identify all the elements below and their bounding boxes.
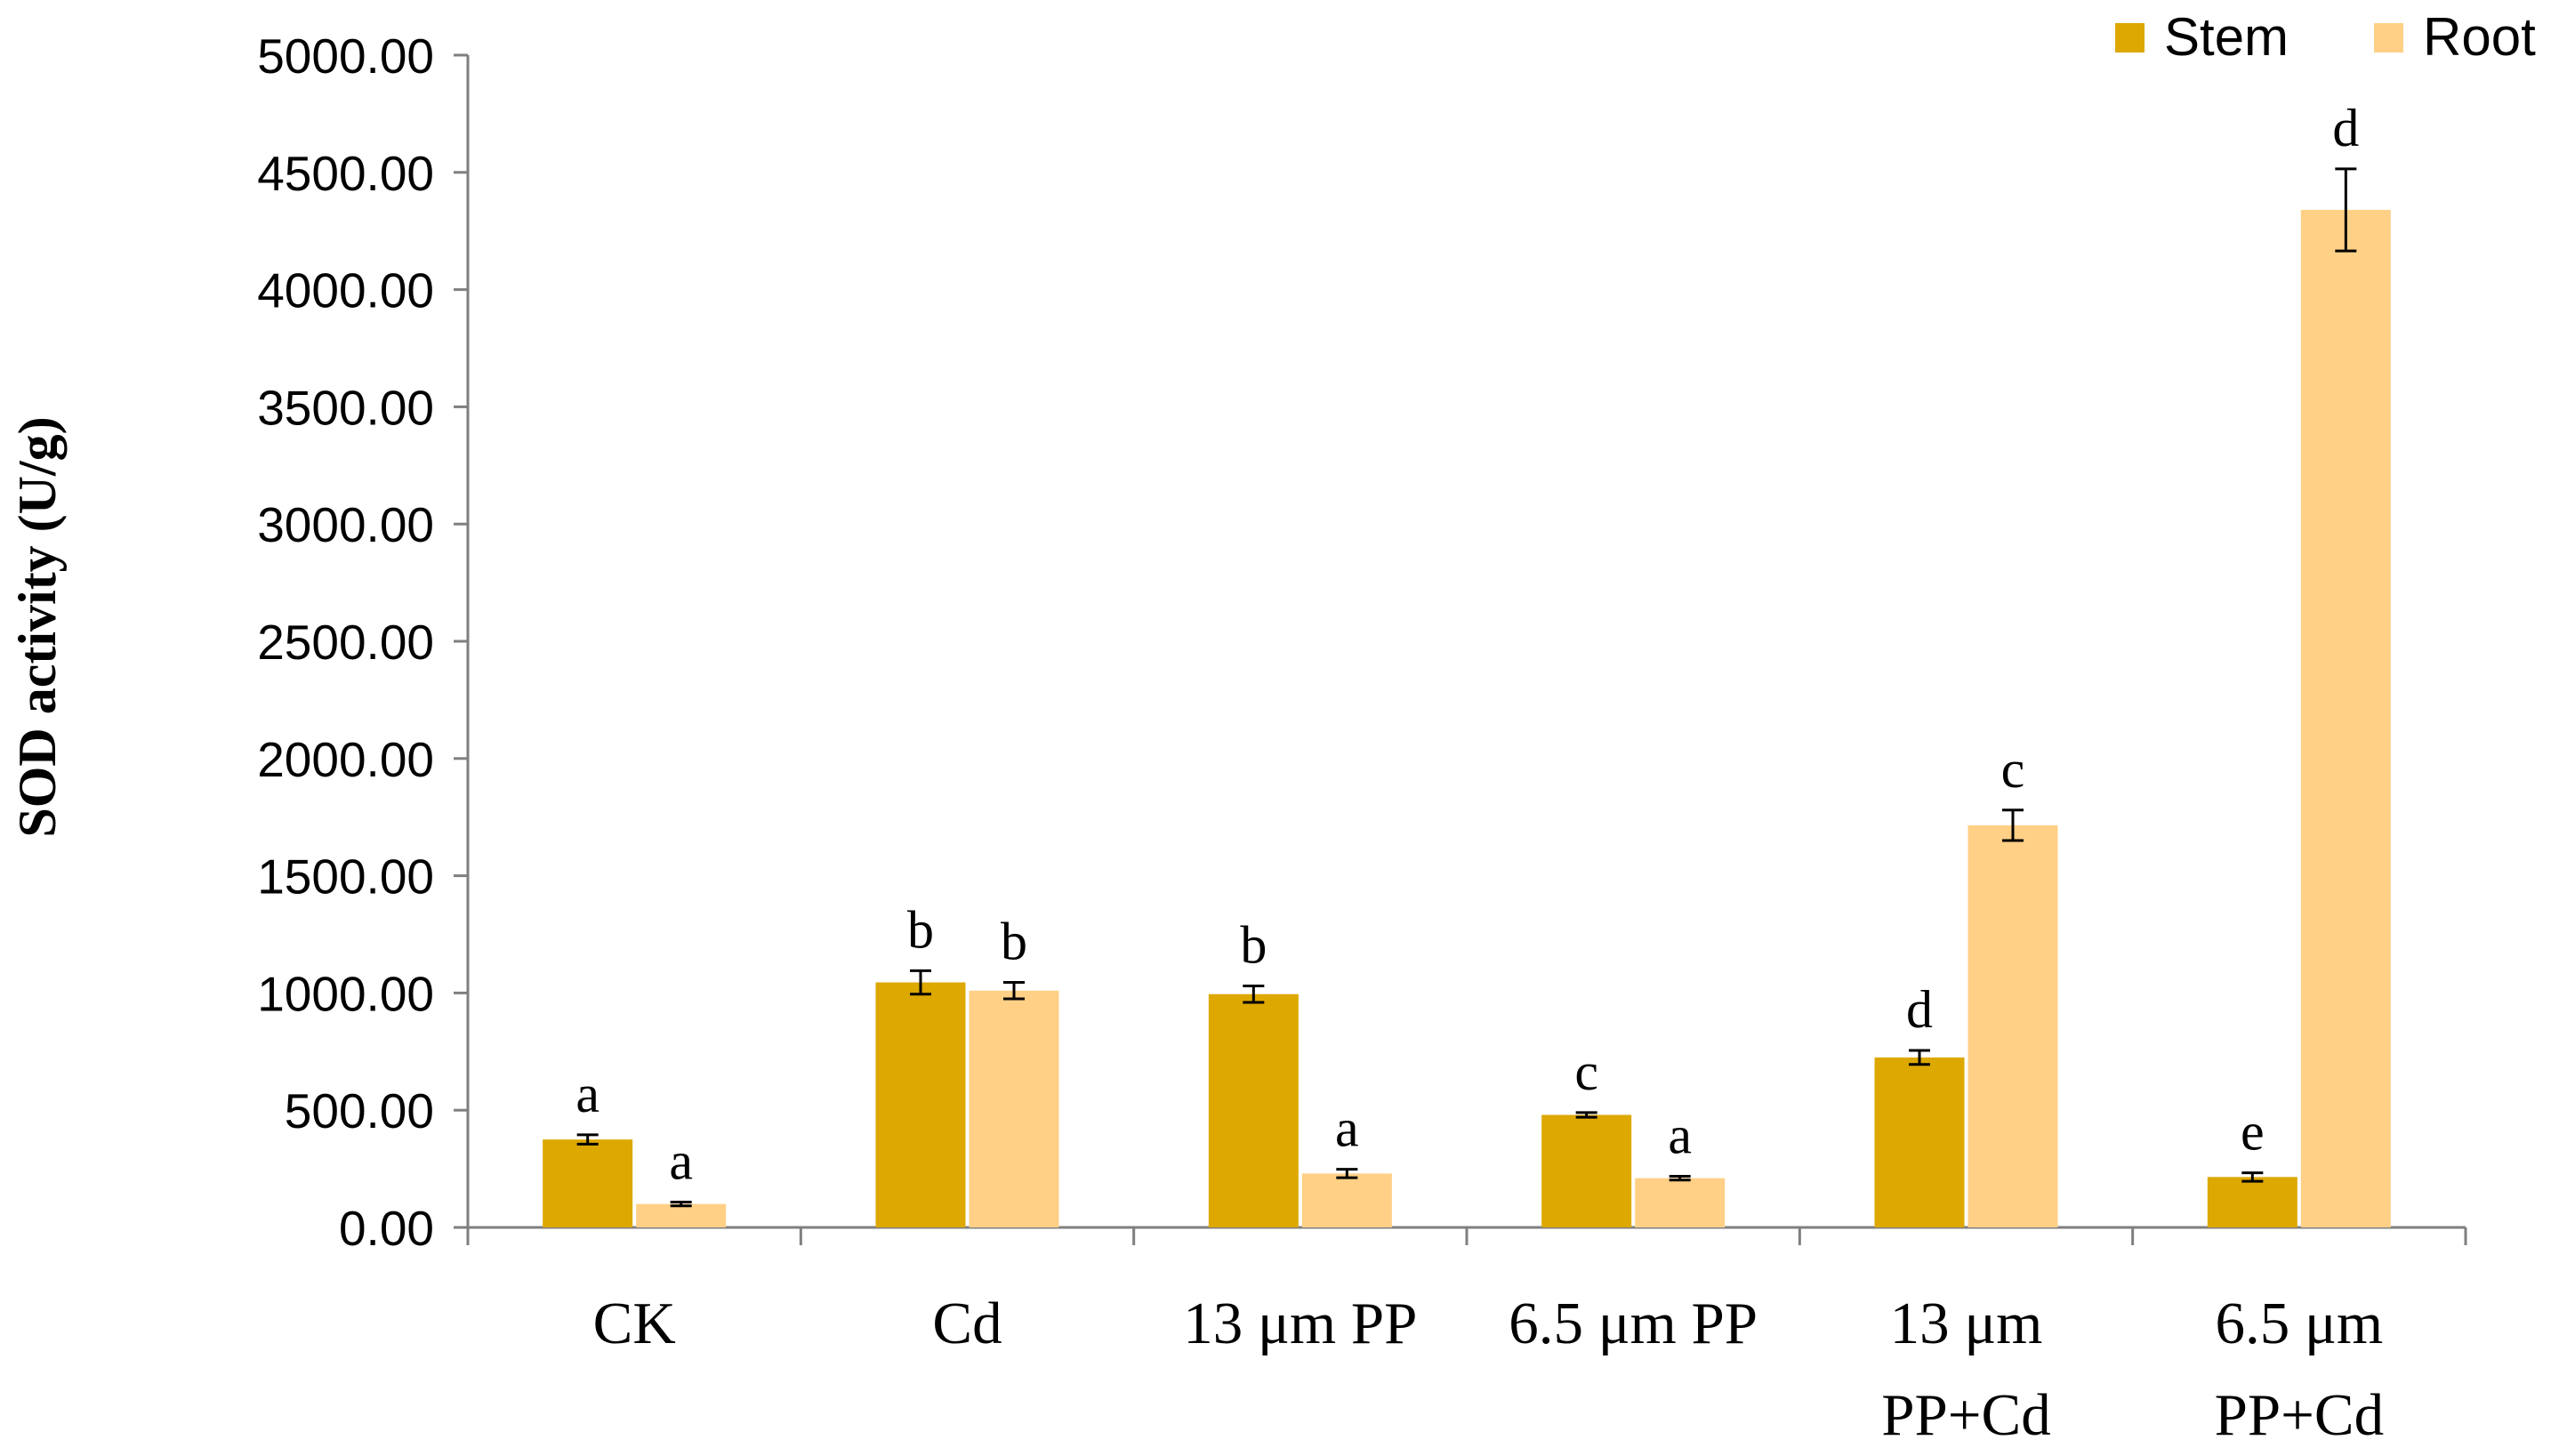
significance-letter: c bbox=[1574, 1042, 1598, 1101]
bar-stem-0 bbox=[543, 1139, 633, 1227]
y-tick-label: 4500.00 bbox=[257, 146, 434, 201]
legend-label-root: Root bbox=[2423, 7, 2536, 67]
category-label: PP+Cd bbox=[2215, 1382, 2385, 1448]
bars bbox=[543, 209, 2391, 1228]
y-tick-label: 5000.00 bbox=[257, 28, 434, 84]
category-label: 6.5 μm PP bbox=[1509, 1291, 1758, 1356]
category-label: CK bbox=[593, 1291, 676, 1356]
y-tick-label: 500.00 bbox=[285, 1083, 434, 1138]
y-tick-label: 2500.00 bbox=[257, 615, 434, 670]
category-label: 13 μm bbox=[1890, 1291, 2043, 1356]
category-label: PP+Cd bbox=[1881, 1382, 2051, 1448]
y-tick-label: 1000.00 bbox=[257, 966, 434, 1021]
bar-root-4 bbox=[1967, 825, 2058, 1227]
bar-root-0 bbox=[636, 1203, 727, 1227]
bar-stem-2 bbox=[1208, 993, 1299, 1227]
bar-stem-3 bbox=[1541, 1114, 1632, 1227]
y-tick-label: 2000.00 bbox=[257, 732, 434, 787]
y-axis-title: SOD activity (U/g) bbox=[8, 416, 67, 837]
y-tick-label: 1500.00 bbox=[257, 849, 434, 905]
legend-swatch-stem bbox=[2115, 23, 2145, 52]
y-tick-label: 3500.00 bbox=[257, 380, 434, 435]
y-tick-label: 0.00 bbox=[339, 1201, 434, 1256]
significance-letter: a bbox=[575, 1065, 600, 1123]
significance-letter: d bbox=[2332, 99, 2359, 157]
legend: Stem Root bbox=[2115, 7, 2536, 67]
bar-stem-4 bbox=[1874, 1057, 1965, 1227]
bar-root-5 bbox=[2300, 209, 2391, 1228]
error-bars bbox=[576, 167, 2357, 1208]
significance-letter: b bbox=[907, 900, 934, 959]
category-label: 13 μm PP bbox=[1183, 1291, 1417, 1356]
significance-letter: a bbox=[1335, 1099, 1359, 1158]
significance-letters: a a b b b a c a d c e d bbox=[575, 99, 2359, 1191]
x-axis bbox=[466, 1226, 2467, 1245]
significance-letter: d bbox=[1906, 980, 1933, 1039]
bar-root-2 bbox=[1301, 1173, 1392, 1227]
bar-root-1 bbox=[969, 990, 1059, 1227]
legend-label-stem: Stem bbox=[2164, 7, 2289, 67]
significance-letter: a bbox=[1668, 1106, 1692, 1165]
y-axis: 0.00 500.00 1000.00 1500.00 2000.00 2500.00 30… bbox=[257, 28, 470, 1256]
legend-swatch-root bbox=[2374, 23, 2403, 52]
category-label: 6.5 μm bbox=[2216, 1291, 2384, 1356]
significance-letter: a bbox=[669, 1132, 693, 1191]
bar-stem-1 bbox=[875, 982, 966, 1227]
significance-letter: e bbox=[2241, 1103, 2265, 1162]
significance-letter: b bbox=[1240, 915, 1267, 974]
category-label: Cd bbox=[932, 1291, 1002, 1356]
y-tick-label: 3000.00 bbox=[257, 497, 434, 552]
y-tick-label: 4000.00 bbox=[257, 263, 434, 318]
bar-stem-5 bbox=[2207, 1177, 2297, 1227]
significance-letter: b bbox=[1001, 913, 1027, 971]
category-labels: CK Cd 13 μm PP 6.5 μm PP 13 μm PP+Cd 6.5 μm PP+… bbox=[593, 1291, 2384, 1448]
significance-letter: c bbox=[2001, 740, 2025, 799]
bar-root-3 bbox=[1635, 1178, 1726, 1227]
